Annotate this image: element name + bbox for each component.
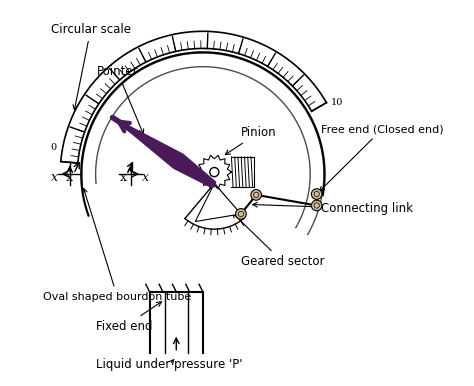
Text: Liquid under pressure 'P': Liquid under pressure 'P' xyxy=(96,358,243,371)
Text: Pointer: Pointer xyxy=(96,65,144,134)
Text: 10: 10 xyxy=(331,98,344,107)
Text: Connecting link: Connecting link xyxy=(253,202,413,215)
Text: x: x xyxy=(119,171,127,184)
Circle shape xyxy=(210,168,219,177)
Circle shape xyxy=(251,190,262,200)
Circle shape xyxy=(311,189,322,200)
Circle shape xyxy=(254,192,259,198)
Text: Free end (Closed end): Free end (Closed end) xyxy=(319,124,444,191)
Text: Fixed end: Fixed end xyxy=(96,302,162,333)
Text: Geared sector: Geared sector xyxy=(232,213,325,268)
Text: Pinion: Pinion xyxy=(225,126,276,155)
Circle shape xyxy=(238,211,244,217)
Text: x: x xyxy=(51,171,58,184)
Text: x: x xyxy=(142,171,149,184)
Circle shape xyxy=(314,191,319,197)
Text: Circular scale: Circular scale xyxy=(51,23,131,110)
Circle shape xyxy=(314,203,319,208)
Polygon shape xyxy=(195,183,241,222)
Text: Oval shaped bourdon tube: Oval shaped bourdon tube xyxy=(43,188,191,301)
Circle shape xyxy=(236,208,246,219)
Circle shape xyxy=(311,200,322,211)
Polygon shape xyxy=(112,117,216,188)
Text: 0: 0 xyxy=(50,143,56,152)
Text: x: x xyxy=(66,171,73,184)
